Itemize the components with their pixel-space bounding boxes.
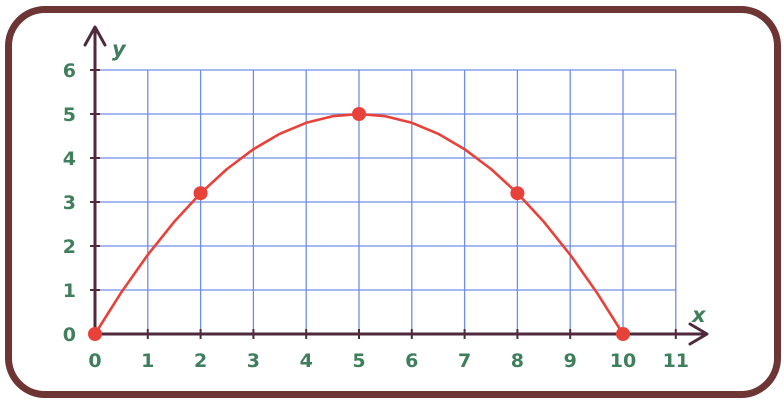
data-point [616, 327, 630, 341]
axes [83, 25, 709, 346]
x-tick-label: 10 [610, 350, 636, 372]
x-axis-arrow [688, 322, 709, 346]
data-point [193, 186, 208, 201]
x-axis-label: x [691, 303, 707, 327]
x-tick-label: 8 [511, 350, 524, 372]
data-point [510, 186, 525, 201]
x-tick-label: 1 [141, 350, 154, 372]
data-point [352, 107, 366, 121]
x-tick-label: 0 [88, 350, 101, 372]
y-tick-label: 6 [63, 60, 76, 82]
y-tick-label: 0 [63, 324, 76, 346]
y-axis-label: y [112, 37, 127, 61]
x-tick-label: 7 [458, 350, 471, 372]
x-tick-labels: 0 1 2 3 4 5 6 7 8 9 10 11 [88, 350, 689, 372]
x-tick-label: 9 [564, 350, 577, 372]
y-tick-label: 3 [63, 192, 76, 214]
x-tick-label: 11 [663, 350, 689, 372]
x-tick-label: 5 [352, 350, 365, 372]
plot-area [88, 107, 630, 341]
y-tick-label: 2 [63, 236, 76, 258]
x-tick-label: 4 [300, 350, 313, 372]
y-tick-label: 5 [63, 104, 76, 126]
y-axis-arrow [83, 25, 107, 47]
x-tick-label: 2 [194, 350, 207, 372]
data-point [88, 327, 102, 341]
x-tick-label: 6 [405, 350, 418, 372]
y-tick-label: 1 [63, 280, 76, 302]
grid [95, 69, 677, 334]
x-tick-label: 3 [247, 350, 260, 372]
y-tick-label: 4 [63, 148, 76, 170]
y-tick-labels: 0 1 2 3 4 5 6 [63, 60, 76, 346]
